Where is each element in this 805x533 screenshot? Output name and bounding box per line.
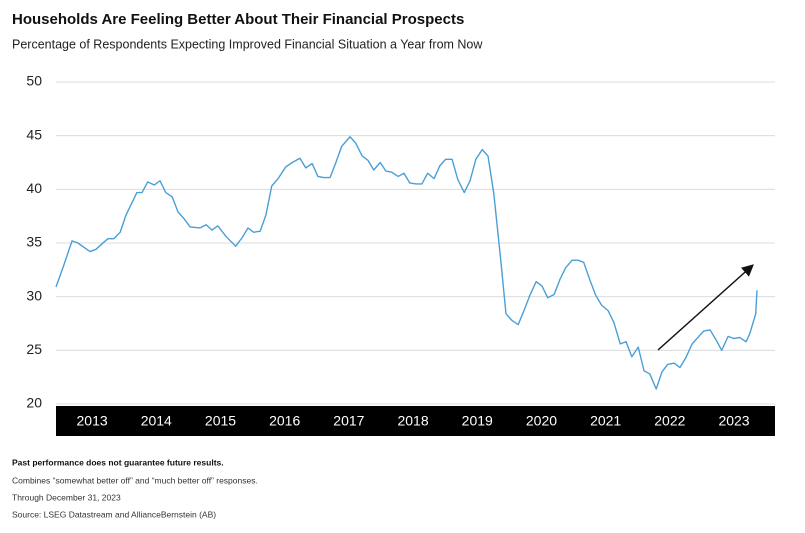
x-tick-label: 2018 bbox=[397, 413, 428, 429]
x-tick-label: 2017 bbox=[333, 413, 364, 429]
y-tick-label: 40 bbox=[26, 180, 42, 196]
y-tick-label: 20 bbox=[26, 395, 42, 411]
x-tick-label: 2013 bbox=[77, 413, 108, 429]
x-tick-label: 2019 bbox=[462, 413, 493, 429]
chart-subtitle: Percentage of Respondents Expecting Impr… bbox=[12, 37, 483, 51]
footnote: Past performance does not guarantee futu… bbox=[12, 457, 224, 467]
chart-title: Households Are Feeling Better About Thei… bbox=[12, 11, 464, 28]
x-tick-label: 2016 bbox=[269, 413, 300, 429]
x-tick-label: 2021 bbox=[590, 413, 621, 429]
footnote: Source: LSEG Datastream and AllianceBern… bbox=[12, 509, 216, 519]
y-tick-label: 35 bbox=[26, 234, 42, 250]
y-tick-label: 25 bbox=[26, 341, 42, 357]
x-tick-label: 2022 bbox=[654, 413, 685, 429]
y-tick-label: 30 bbox=[26, 287, 42, 303]
data-line bbox=[55, 136, 758, 390]
y-tick-label: 50 bbox=[26, 73, 42, 89]
x-tick-label: 2020 bbox=[526, 413, 557, 429]
x-tick-label: 2023 bbox=[718, 413, 749, 429]
trend-arrow bbox=[657, 264, 754, 351]
footnote: Combines “somewhat better off” and “much… bbox=[12, 475, 258, 485]
y-tick-label: 45 bbox=[26, 126, 42, 142]
x-axis-band bbox=[56, 406, 775, 436]
grid bbox=[56, 81, 775, 405]
x-tick-label: 2015 bbox=[205, 413, 236, 429]
x-tick-label: 2014 bbox=[141, 413, 172, 429]
footnote: Through December 31, 2023 bbox=[12, 492, 121, 502]
